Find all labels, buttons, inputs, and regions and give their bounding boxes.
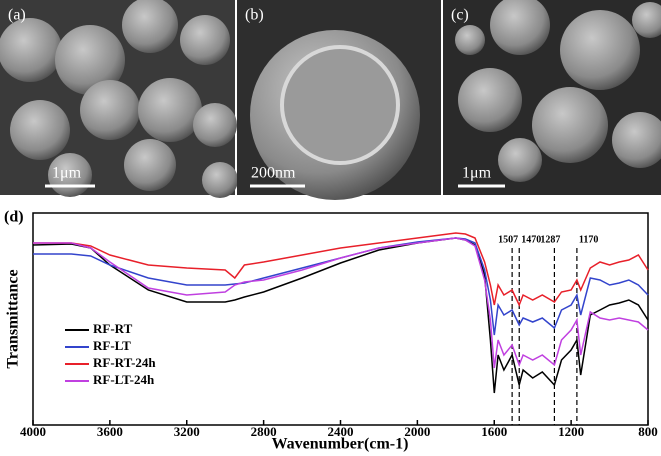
scale-bar-label: 1μm: [52, 165, 82, 182]
scale-bar-label: 200nm: [251, 165, 296, 182]
shell-opening-b: [280, 45, 400, 165]
reference-label: 1470: [521, 234, 541, 245]
series-line: [32, 237, 649, 394]
x-axis-label: Wavenumber(cm-1): [272, 436, 409, 453]
panel-label: (b): [245, 7, 264, 24]
reference-label: 1507: [498, 234, 518, 245]
x-tick-label: 4000: [20, 424, 46, 439]
x-tick-label: 800: [638, 424, 658, 439]
reference-label: 1170: [579, 234, 598, 245]
panel-label: (a): [8, 7, 26, 24]
sem-panels: (a) (b) (c) 1μm 200nm 1μm: [0, 0, 661, 200]
panel-label: (c): [451, 7, 469, 24]
spheres-a: [0, 0, 238, 198]
reference-label: 1287: [540, 234, 560, 245]
series-line: [33, 237, 649, 336]
y-axis-label: Transmittance: [5, 269, 22, 368]
scale-bar-label: 1μm: [462, 165, 492, 182]
legend-label: RF-LT: [93, 338, 131, 353]
x-tick-label: 3600: [97, 424, 123, 439]
series-line: [33, 237, 649, 369]
series-line: [33, 232, 649, 307]
spheres-c: [455, 0, 661, 182]
x-tick-label: 2400: [328, 424, 354, 439]
x-tick-label: 3200: [174, 424, 200, 439]
x-tick-label: 2800: [251, 424, 277, 439]
legend-label: RF-LT-24h: [93, 372, 155, 387]
x-tick-label: 1600: [481, 424, 507, 439]
legend-label: RF-RT-24h: [93, 355, 156, 370]
x-tick-label: 2000: [404, 424, 430, 439]
panel-label: (d): [4, 209, 24, 226]
legend-label: RF-RT: [93, 321, 133, 336]
x-tick-label: 1200: [558, 424, 584, 439]
